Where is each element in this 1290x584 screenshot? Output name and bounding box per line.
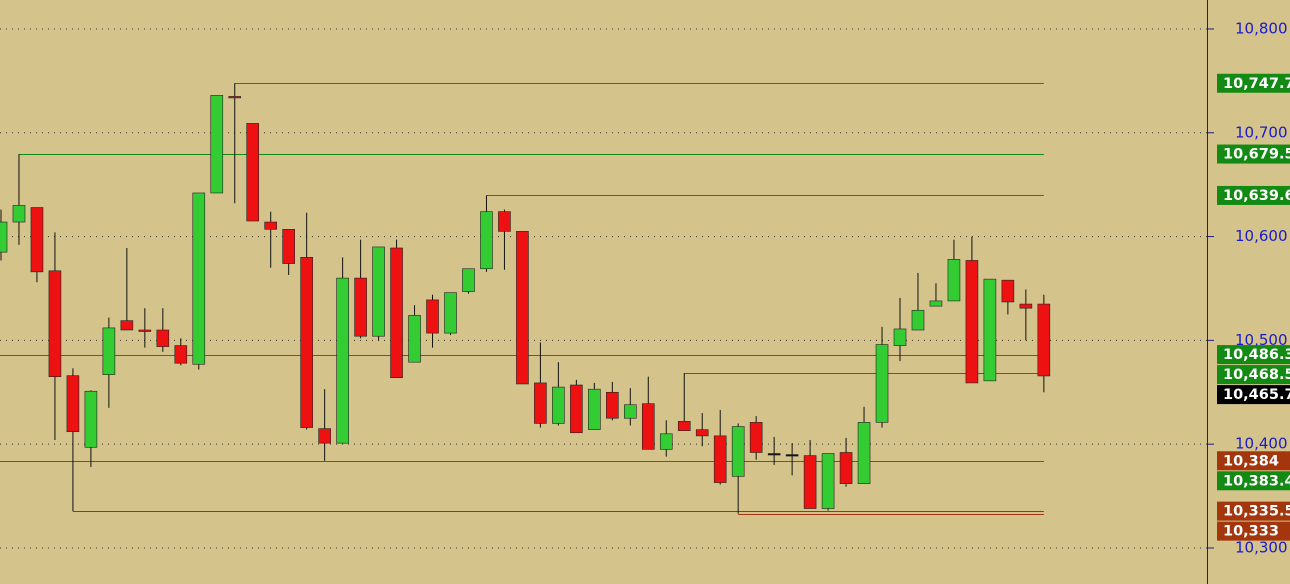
candle-body: [641, 403, 655, 450]
level-label: 10,468.5: [1223, 367, 1290, 383]
level-label: 10,333: [1223, 524, 1279, 540]
candle-body: [66, 375, 80, 433]
level-label-box: [1217, 365, 1290, 385]
candle-body: [318, 428, 331, 444]
candle-body: [480, 211, 493, 270]
level-label-box: [1217, 345, 1290, 365]
candle-body: [372, 246, 385, 337]
candle-body: [1019, 303, 1033, 309]
level-label-box: [1217, 385, 1290, 405]
candle-body: [1001, 279, 1015, 303]
candle-body: [893, 328, 907, 346]
candle-body: [606, 391, 619, 419]
candle-body: [839, 452, 853, 484]
level-label-box: [1217, 521, 1290, 541]
candle-body: [156, 329, 170, 347]
candle-body: [174, 345, 188, 364]
y-tick-label: 10,700: [1235, 123, 1288, 141]
candle-body: [677, 421, 691, 431]
level-label: 10,747.7: [1223, 76, 1290, 92]
level-label-box: [1217, 451, 1290, 471]
candle-body: [228, 96, 242, 99]
candle-body: [785, 454, 799, 457]
candle-body: [138, 329, 152, 332]
candle-body: [300, 257, 313, 428]
candle-body: [264, 221, 278, 230]
candle-body: [965, 260, 979, 384]
y-tick-label: 10,400: [1235, 435, 1288, 453]
candle-body: [0, 221, 8, 253]
candle-body: [246, 123, 260, 222]
candle-body: [408, 315, 421, 363]
candle-body: [192, 192, 206, 365]
candle-body: [695, 429, 709, 437]
level-label-box: [1217, 144, 1290, 164]
level-label-box: [1217, 501, 1290, 521]
candle-body: [659, 433, 673, 450]
candle-body: [929, 300, 943, 307]
level-label: 10,486.3: [1223, 347, 1290, 363]
candle-body: [84, 390, 98, 448]
candle-body: [570, 384, 583, 434]
candle-body: [426, 299, 439, 334]
candle-body: [30, 207, 44, 273]
y-tick-label: 10,800: [1235, 19, 1288, 37]
candle-body: [911, 309, 925, 331]
level-label: 10,335.5: [1223, 504, 1290, 520]
candle-body: [336, 277, 349, 444]
candle-body: [102, 327, 116, 375]
candle-body: [947, 259, 961, 302]
candle-body: [749, 422, 763, 453]
candle-body: [803, 455, 817, 509]
candle-body: [354, 277, 367, 337]
candle-body: [588, 388, 601, 430]
candle-body: [821, 453, 835, 509]
candle-body: [875, 344, 889, 423]
candle-body: [516, 231, 529, 385]
level-label: 10,465.7: [1223, 387, 1290, 403]
candle-body: [552, 386, 565, 424]
level-label: 10,639.6: [1223, 188, 1290, 204]
level-label: 10,679.5: [1223, 147, 1290, 163]
y-tick-label: 10,600: [1235, 227, 1288, 245]
y-tick-label: 10,500: [1235, 331, 1288, 349]
level-label: 10,384: [1223, 453, 1279, 469]
candle-body: [282, 229, 295, 264]
candle-body: [1037, 303, 1051, 377]
level-label-box: [1217, 471, 1290, 491]
candle-body: [534, 382, 547, 424]
candle-body: [713, 435, 727, 483]
candle-body: [120, 320, 134, 331]
level-label: 10,383.4: [1223, 473, 1290, 489]
y-tick-label: 10,300: [1235, 538, 1288, 556]
candle-body: [731, 426, 745, 477]
candle-body: [767, 453, 781, 456]
level-label-box: [1217, 73, 1290, 93]
candle-body: [210, 95, 224, 194]
candle-body: [12, 205, 26, 223]
candle-body: [498, 211, 511, 232]
candle-body: [48, 270, 62, 378]
level-label-box: [1217, 185, 1290, 205]
candle-body: [444, 292, 457, 334]
candle-body: [390, 247, 403, 379]
candle-body: [983, 278, 997, 382]
candle-body: [462, 268, 475, 292]
candle-body: [857, 422, 871, 484]
candle-body: [623, 404, 637, 419]
